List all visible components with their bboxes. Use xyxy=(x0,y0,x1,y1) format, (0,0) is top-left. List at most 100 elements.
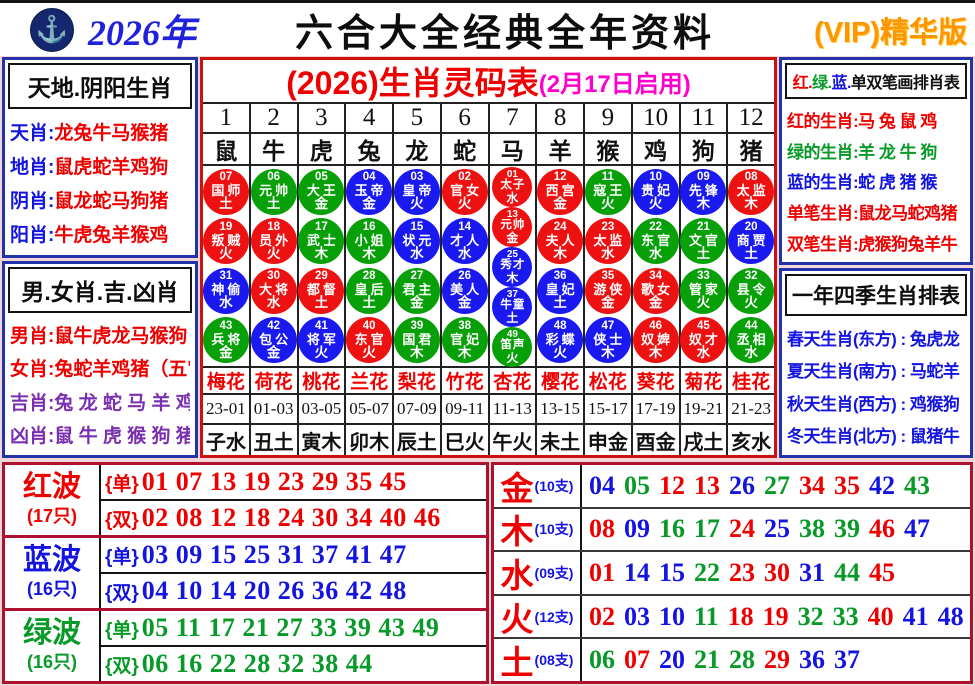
number-ball-stack: 03 皇帝火 15 状元水 27 君主金 39 国君木 xyxy=(393,166,440,368)
number-ball: 31 神偷水 xyxy=(202,267,249,314)
number-ball: 11 寇王火 xyxy=(584,168,631,215)
ball-title: 侠士 xyxy=(593,331,626,347)
element-row: 火(12支)020310111819323340414849 xyxy=(494,595,970,640)
element-number: 22 xyxy=(694,557,720,587)
element-numbers: 08 09 16 17 24 25 38 39 46 47 xyxy=(582,509,970,551)
attribute-value: 鼠虎蛇羊鸡狗 xyxy=(54,156,169,178)
ball-number: 20 xyxy=(744,220,758,233)
ball-title: 大将 xyxy=(259,282,292,298)
number-ball: 15 状元水 xyxy=(393,218,440,265)
anchor-icon: ⚓ xyxy=(35,14,69,44)
number-ball-stack: 02 官女火 14 才人水 26 美人金 38 官妃木 xyxy=(441,166,488,368)
panel-title: 一年四季生肖排表 xyxy=(785,274,967,316)
ball-element: 火 xyxy=(457,196,472,212)
number-ball: 37 牛童土 xyxy=(492,287,533,327)
element-label: 火 (12支) xyxy=(494,595,582,638)
column-time-range: 05-07 xyxy=(346,395,392,425)
ball-title: 才人 xyxy=(450,232,483,248)
element-number: 30 xyxy=(764,557,790,587)
ball-number: 31 xyxy=(219,270,233,283)
ball-title: 官妃 xyxy=(450,331,483,347)
element-count: (10支) xyxy=(534,477,574,494)
parity-tag: {双} xyxy=(105,509,139,531)
ball-element: 火 xyxy=(506,350,519,365)
number-ball: 40 东官火 xyxy=(346,317,393,364)
title-part: 单双笔画排肖表 xyxy=(850,75,960,92)
ball-number: 37 xyxy=(506,289,518,301)
ball-number: 40 xyxy=(362,319,376,332)
element-number: 32 xyxy=(797,601,824,631)
element-number: 40 xyxy=(867,601,894,631)
column-flower: 桂花 xyxy=(728,368,774,395)
ball-element: 木 xyxy=(601,344,615,360)
number-ball: 04 玉帝金 xyxy=(346,168,393,215)
ball-element: 木 xyxy=(744,196,758,212)
ball-number: 03 xyxy=(410,171,424,184)
element-number: 47 xyxy=(904,514,930,544)
ball-title: 武士 xyxy=(306,232,339,248)
element-number: 11 xyxy=(694,601,719,631)
wave-label: 蓝波 (16只) xyxy=(5,538,101,608)
element-number: 33 xyxy=(832,601,859,631)
ball-title: 员外 xyxy=(259,232,292,248)
ball-number: 32 xyxy=(744,270,758,283)
wave-label: 绿波 (16只) xyxy=(5,611,101,681)
column-flower: 桃花 xyxy=(298,368,345,395)
number-ball: 05 大王金 xyxy=(298,168,345,215)
table-column: 10 鸡 10 贵妃火 22 东官水 34 歌女金 46 奴婢木葵花 17-19 酉金 xyxy=(632,104,681,455)
ball-number: 24 xyxy=(553,220,567,233)
column-zodiac: 狗 xyxy=(680,134,727,166)
number-ball: 08 太监木 xyxy=(728,168,775,215)
element-name: 水 xyxy=(500,556,534,594)
ball-number: 25 xyxy=(506,249,518,261)
element-name: 木 xyxy=(500,513,534,551)
panel-title: 男.女肖.吉.凶肖 xyxy=(8,267,192,313)
heaven-earth-yinyang-panel: 天地.阴阳生肖 天肖:龙兔牛马猴猪 地肖:鼠虎蛇羊鸡狗 阴肖:鼠龙蛇马狗猪 阳肖:牛虎… xyxy=(2,57,198,258)
number-ball: 22 东官水 xyxy=(632,218,679,265)
column-zodiac: 蛇 xyxy=(441,134,488,166)
element-number: 37 xyxy=(834,645,860,675)
element-label: 土 (08支) xyxy=(494,639,582,681)
number-ball-stack: 11 寇王火 23 太监水 35 游侠金 47 侠士木 xyxy=(584,166,631,368)
panel-title: 红.绿.蓝.单双笔画排肖表 xyxy=(785,63,967,99)
column-time-range: 21-23 xyxy=(728,395,774,425)
four-seasons-panel: 一年四季生肖排表 春天生肖(东方) : 兔虎龙 夏天生肖(南方) : 马蛇羊 秋天生… xyxy=(779,268,973,458)
ball-number: 44 xyxy=(744,319,758,332)
column-earthly-branch: 丑土 xyxy=(253,431,294,454)
color-zodiac-row: 单笔生肖:鼠龙马蛇鸡猪 xyxy=(787,204,958,224)
column-earthly-branch: 卯木 xyxy=(349,431,390,454)
element-number: 48 xyxy=(937,601,964,631)
ball-number: 47 xyxy=(601,319,615,332)
ball-number: 18 xyxy=(267,220,281,233)
element-row: 木 (10支) 08 09 16 17 24 25 38 39 46 47 xyxy=(494,508,970,553)
ball-number: 22 xyxy=(649,220,663,233)
season-zodiac-row: 春天生肖(东方) : 兔虎龙 xyxy=(787,329,960,349)
column-earthly-branch: 辰土 xyxy=(396,431,437,454)
column-time-range: 01-03 xyxy=(250,395,297,425)
ball-element: 土 xyxy=(219,196,233,212)
page-title: 六合大全经典全年资料 xyxy=(294,13,715,55)
table-title-main: (2026)生肖灵码表 xyxy=(286,65,539,101)
parity-tag: {单} xyxy=(105,619,139,641)
number-ball: 30 大将水 xyxy=(250,267,297,314)
column-zodiac: 龙 xyxy=(394,134,440,166)
column-earthly-branch: 寅木 xyxy=(301,431,342,454)
ball-number: 28 xyxy=(362,270,376,283)
table-column: 12 猪 08 太监木 20 商贾土 32 县令火 44 丞相水桂花 21-23 亥水 xyxy=(728,104,775,455)
ball-title: 将军 xyxy=(306,331,339,347)
table-column: 5 龙 03 皇帝火 15 状元水 27 君主金 39 国君木梨花 07-09 辰土 xyxy=(393,104,442,455)
attribute-label: 阳肖: xyxy=(10,225,55,247)
brand-logo-icon: ⚓ xyxy=(30,7,74,52)
ball-number: 38 xyxy=(458,319,472,332)
column-earthly-branch: 酉金 xyxy=(635,431,676,454)
element-number: 25 xyxy=(764,514,790,544)
ball-element: 水 xyxy=(696,344,711,360)
column-flower: 杏花 xyxy=(489,368,536,395)
wave-label: 红波 (17只) xyxy=(5,465,101,535)
column-time-range: 11-13 xyxy=(489,395,536,425)
element-number: 06 xyxy=(589,645,615,675)
column-number: 3 xyxy=(298,104,345,134)
element-number: 07 xyxy=(624,645,650,675)
ball-element: 木 xyxy=(362,245,376,261)
